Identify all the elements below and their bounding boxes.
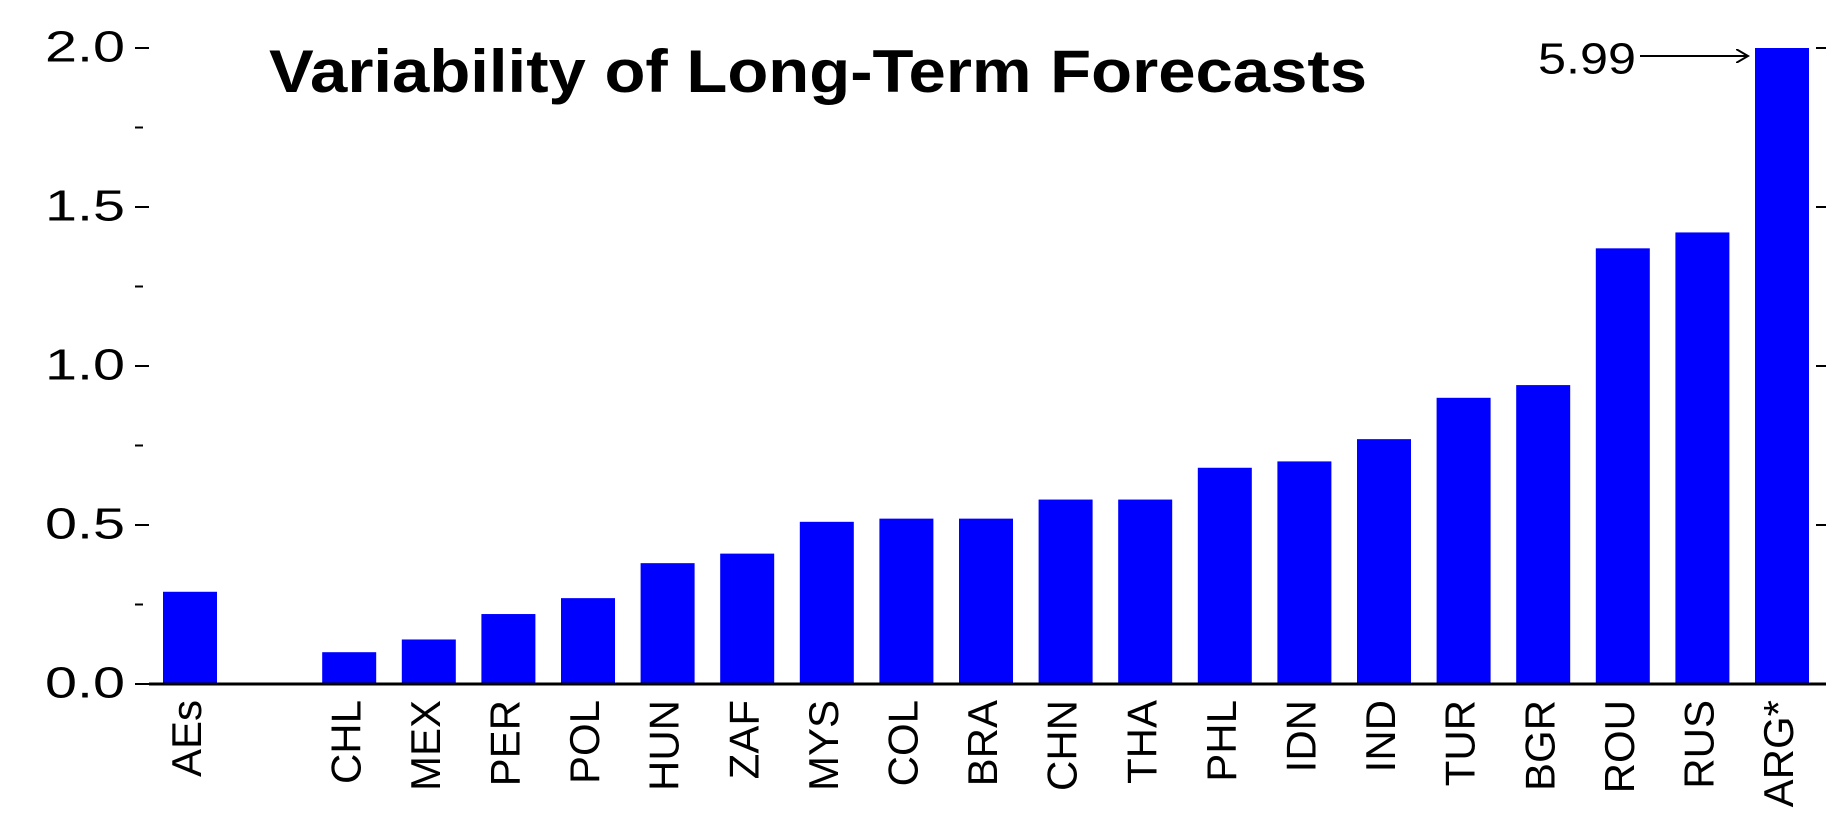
x-tick-label: ZAF [720,700,767,779]
y-tick-label: 0.0 [45,659,125,708]
x-tick-label: ARG* [1755,700,1802,807]
bar [720,553,775,684]
x-tick-label: MEX [402,700,449,791]
bar [959,518,1013,684]
bar [1277,461,1332,684]
x-tick-label: AEs [163,700,210,777]
x-tick-label: COL [879,700,926,786]
bar [481,614,536,684]
bar [640,563,695,684]
y-tick-label: 1.5 [45,182,125,231]
bar [561,598,615,684]
x-tick-label: RUS [1675,700,1722,789]
x-tick-label: ROU [1596,700,1643,793]
x-tick-label: IND [1357,700,1404,772]
bar [1755,48,1809,684]
x-tick-label: POL [561,700,608,784]
bar [322,652,377,684]
x-tick-label: MYS [800,700,847,791]
bar [1436,397,1491,684]
bars [163,48,1809,684]
x-tick-label: CHL [322,700,369,784]
bar [879,518,934,684]
chart-title: Variability of Long-Term Forecasts [269,38,1367,105]
bar [1118,499,1173,684]
x-tick-label: TUR [1437,700,1484,786]
bar [1595,248,1650,684]
y-tick-label: 1.0 [45,341,125,390]
x-tick-label: PER [481,700,528,786]
value-annotation: 5.99 [1538,35,1636,84]
x-tick-label: BRA [959,700,1006,786]
x-tick-label: HUN [641,700,688,791]
bar [1197,467,1252,684]
y-tick-label: 2.0 [45,23,125,72]
bar [1357,439,1411,684]
bar [401,639,456,684]
x-tick-label: BGR [1516,700,1563,791]
x-tick-label: CHN [1039,700,1086,791]
x-tick-label: PHL [1198,700,1245,782]
bar [1516,385,1571,684]
bar [799,521,854,684]
bar [163,591,217,684]
y-tick-label: 0.5 [45,500,125,549]
x-tick-label: IDN [1277,700,1324,772]
bar [1038,499,1093,684]
x-tick-label: THA [1118,700,1165,784]
bar [1675,232,1730,684]
